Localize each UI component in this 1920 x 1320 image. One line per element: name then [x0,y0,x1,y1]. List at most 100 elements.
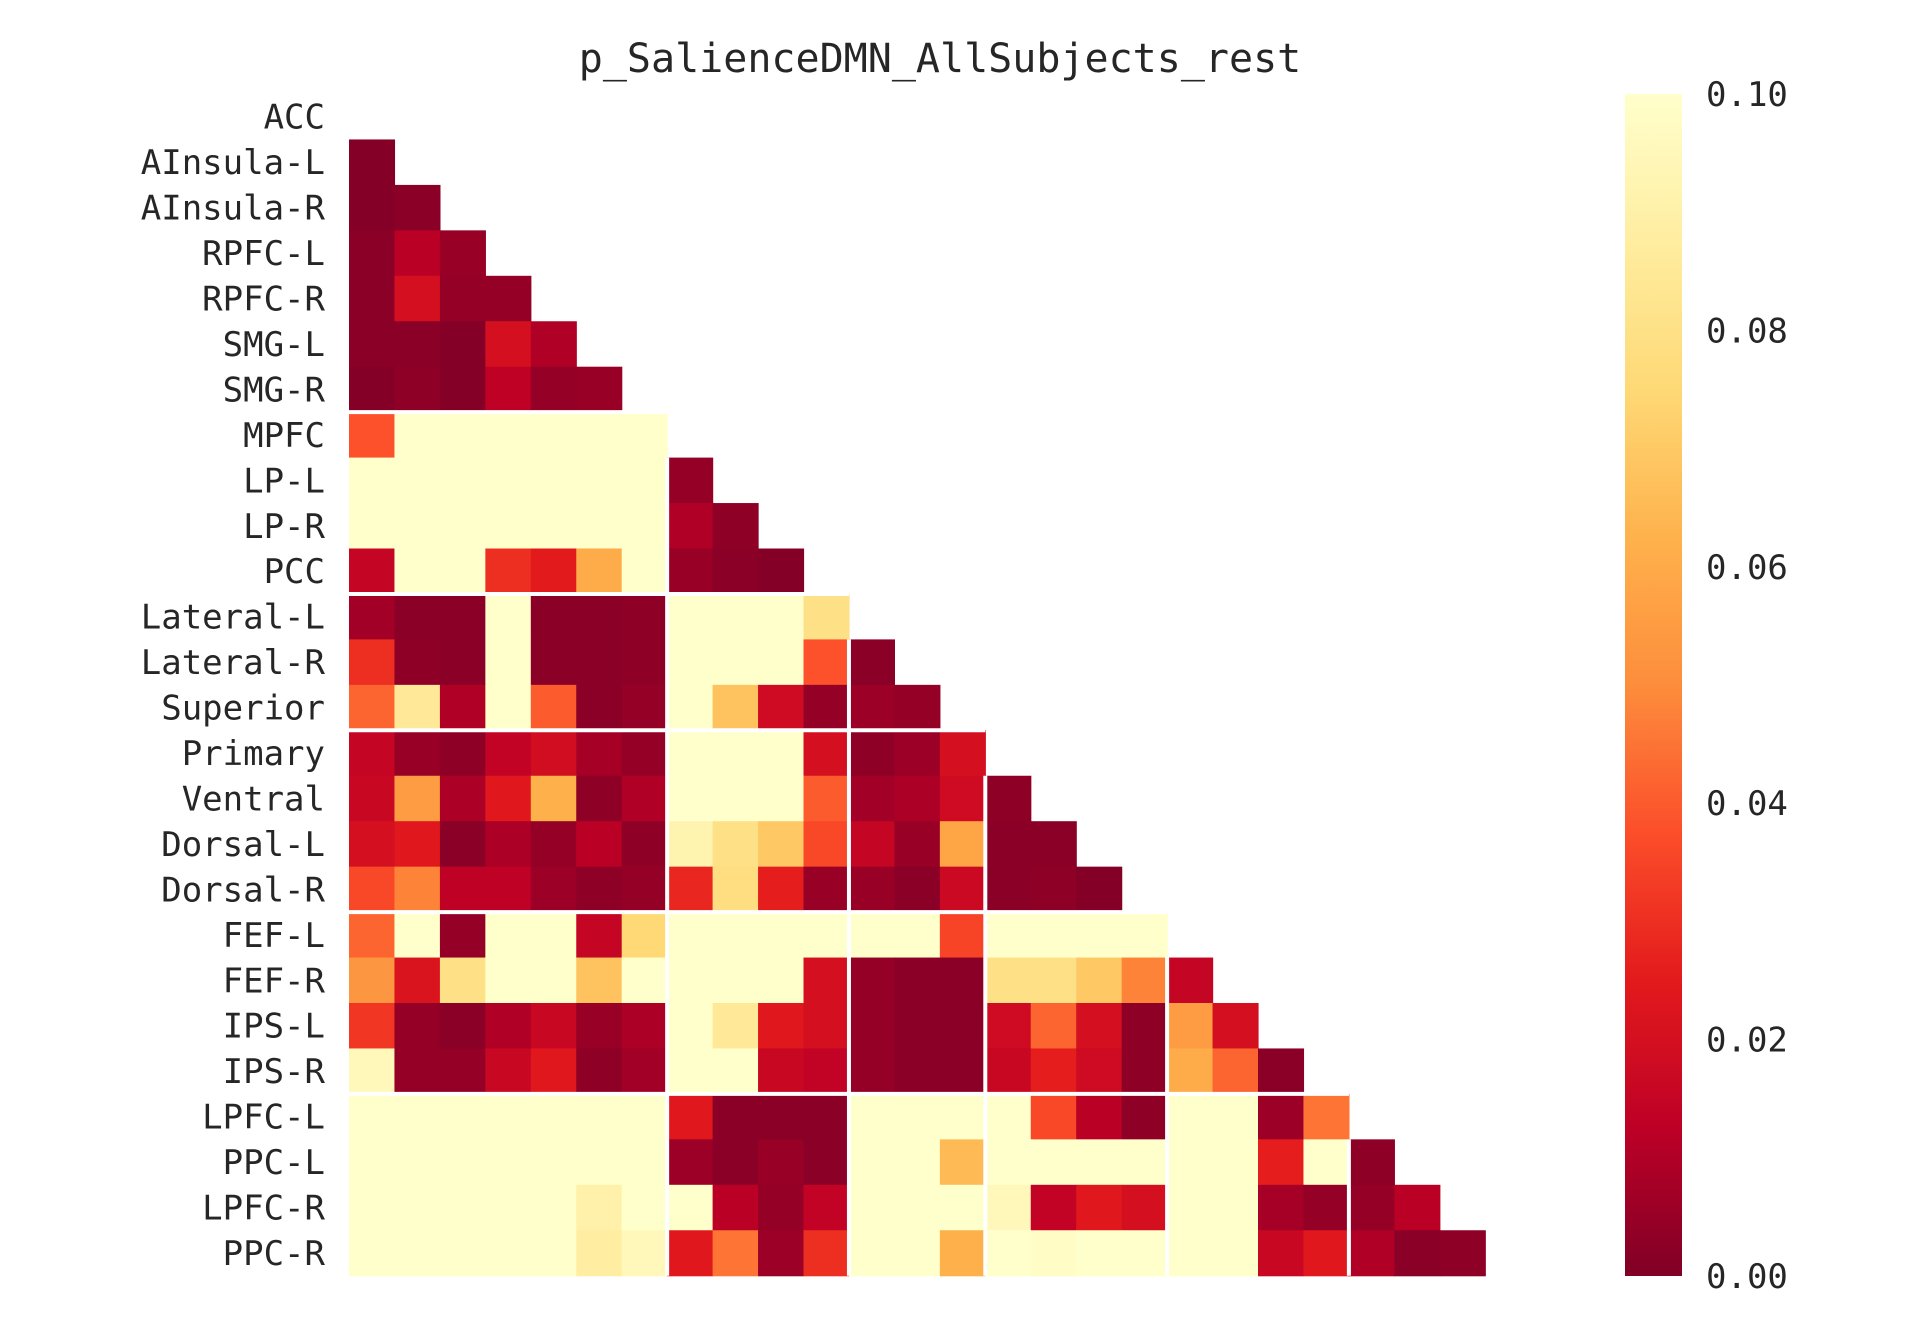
heatmap-cell [1167,1003,1214,1050]
heatmap-cell [349,548,396,595]
heatmap-cell [349,1003,396,1050]
heatmap-cell [394,912,441,959]
heatmap-cell [576,684,623,731]
heatmap-cell [485,1184,532,1231]
heatmap-cell [485,821,532,868]
heatmap-cell [530,1230,577,1277]
heatmap-cell [1121,1003,1168,1050]
heatmap-cell [848,730,895,777]
heatmap-cell [1212,1003,1259,1050]
heatmap-cell [439,593,486,640]
heatmap-cell [758,1003,805,1050]
heatmap-cell [667,1048,714,1095]
heatmap-cell [439,912,486,959]
heatmap-cell [985,1230,1032,1277]
heatmap-cell [349,184,396,231]
heatmap-cell [939,1184,986,1231]
heatmap-cell [803,866,850,913]
heatmap-cell [803,684,850,731]
heatmap-cell [394,412,441,459]
heatmap-cell [894,821,941,868]
heatmap-cell [803,1093,850,1140]
heatmap-cell [667,1184,714,1231]
heatmap-cell [394,1093,441,1140]
heatmap-cell [576,912,623,959]
heatmap-cell [1212,1139,1259,1186]
heatmap-cell [803,1003,850,1050]
heatmap-cell [530,912,577,959]
row-labels: ACC AInsula-L AInsula-R RPFC-L RPFC-R SMG-L SM… [141,98,326,1274]
heatmap-cell [848,1048,895,1095]
heatmap-cell [712,775,759,822]
heatmap-cell [939,1139,986,1186]
heatmap-cell [621,1230,668,1277]
heatmap-cell [758,730,805,777]
heatmap-cell [439,1093,486,1140]
heatmap-cell [349,1093,396,1140]
heatmap-cell [394,366,441,413]
heatmap-cell [530,1048,577,1095]
heatmap-cell [621,684,668,731]
heatmap-cell [1030,821,1077,868]
heatmap-cell [667,457,714,504]
heatmap-cell [621,457,668,504]
heatmap-cell [485,684,532,731]
heatmap-cell [667,1139,714,1186]
heatmap-cell [985,775,1032,822]
heatmap-cell [530,1093,577,1140]
heatmap-cell [848,821,895,868]
heatmap-cell [1394,1184,1441,1231]
heatmap-cell [758,866,805,913]
heatmap-cell [349,412,396,459]
row-label: FEF-R [223,961,326,1001]
heatmap-cell [530,957,577,1004]
heatmap-cell [848,1184,895,1231]
heatmap-cell [1348,1139,1395,1186]
heatmap-cell [939,775,986,822]
heatmap-cell [848,684,895,731]
heatmap-cell [576,366,623,413]
row-label: PPC-L [223,1143,325,1183]
heatmap-cell [1212,1093,1259,1140]
heatmap-cell [667,684,714,731]
heatmap-cell [349,230,396,277]
heatmap-cell [349,639,396,686]
heatmap-cell [1121,1093,1168,1140]
heatmap-cell [712,1093,759,1140]
heatmap-cell [712,912,759,959]
heatmap-cell [349,457,396,504]
heatmap-cell [485,1003,532,1050]
heatmap-cell [349,321,396,368]
heatmap-cell [394,275,441,322]
heatmap-cell [667,639,714,686]
heatmap-cell [530,775,577,822]
heatmap-cell [712,1184,759,1231]
row-label: SMG-L [223,325,325,365]
heatmap-cell [530,639,577,686]
heatmap-cell [1167,1048,1214,1095]
row-label: PCC [264,552,325,592]
heatmap-cell [1121,912,1168,959]
heatmap-cell [667,775,714,822]
heatmap-cell [1076,1003,1123,1050]
heatmap-cell [894,1093,941,1140]
heatmap-cell [712,503,759,550]
heatmap-cell [1212,1048,1259,1095]
heatmap-cell [485,366,532,413]
heatmap-cell [485,1139,532,1186]
heatmap-cell [803,912,850,959]
heatmap-cell [439,412,486,459]
heatmap-cell [576,503,623,550]
heatmap-cell [349,1048,396,1095]
heatmap-cell [349,275,396,322]
chart-title: p_SalienceDMN_AllSubjects_rest [579,36,1301,82]
heatmap-cell [530,412,577,459]
heatmap-cell [530,321,577,368]
heatmap-cell [758,957,805,1004]
heatmap-cell [985,821,1032,868]
heatmap-cell [576,639,623,686]
heatmap-cell [439,503,486,550]
heatmap-cell [576,593,623,640]
heatmap-cell [530,593,577,640]
